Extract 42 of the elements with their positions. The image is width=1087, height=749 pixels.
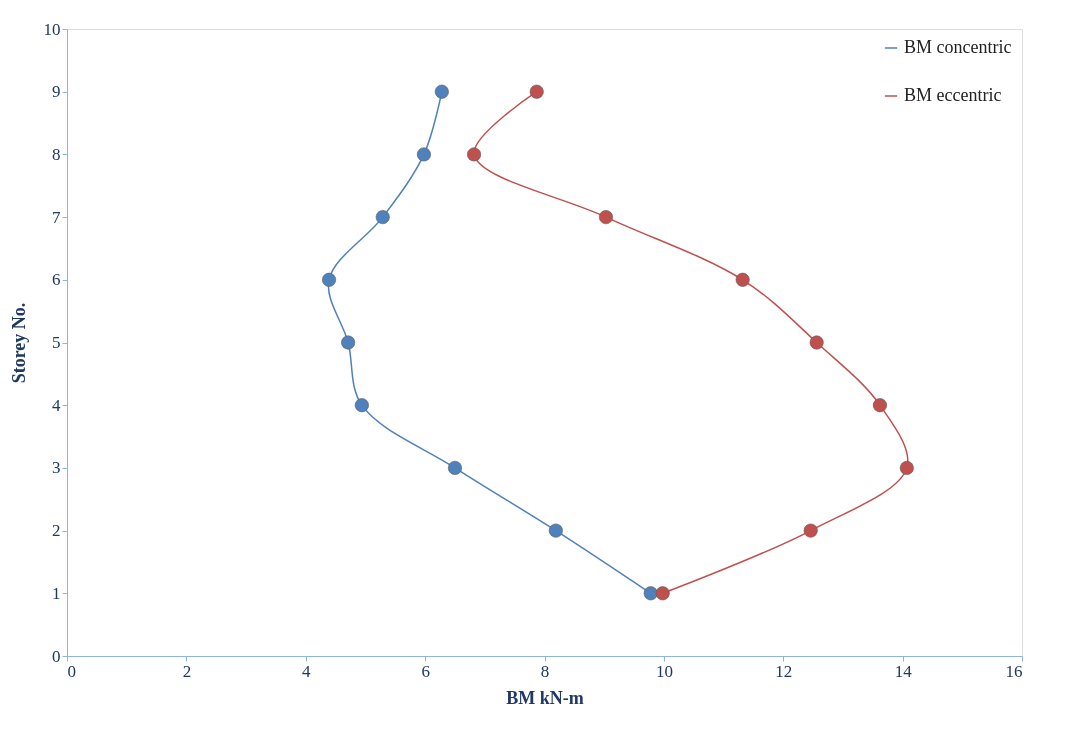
point xyxy=(341,335,356,350)
point xyxy=(803,523,818,538)
point xyxy=(434,84,449,99)
point xyxy=(643,586,658,601)
x-tick-label: 12 xyxy=(775,661,793,681)
legend-label: BM eccentric xyxy=(904,85,1002,105)
point xyxy=(598,210,613,225)
point xyxy=(467,147,482,162)
y-tick-label: 0 xyxy=(52,646,61,666)
point xyxy=(529,84,544,99)
point xyxy=(899,460,914,475)
point xyxy=(322,272,337,287)
x-axis-title: BM kN-m xyxy=(506,687,584,708)
x-tick-label: 6 xyxy=(421,661,430,681)
point xyxy=(416,147,431,162)
y-tick-label: 9 xyxy=(52,82,61,102)
x-tick-label: 16 xyxy=(1005,661,1023,681)
x-tick-label: 4 xyxy=(302,661,311,681)
x-tick-label: 14 xyxy=(894,661,913,681)
point xyxy=(655,586,670,601)
x-tick-label: 0 xyxy=(67,661,76,681)
y-tick-label: 5 xyxy=(52,333,61,352)
y-tick-label: 10 xyxy=(43,19,61,39)
point xyxy=(548,523,563,538)
point xyxy=(375,210,390,225)
legend-label: BM concentric xyxy=(904,37,1012,57)
x-tick-label: 8 xyxy=(540,661,550,681)
point xyxy=(809,335,824,350)
y-tick-label: 7 xyxy=(52,207,61,227)
y-tick-label: 3 xyxy=(52,458,61,478)
x-tick-label: 10 xyxy=(655,661,673,681)
point xyxy=(735,272,750,287)
point xyxy=(447,460,462,475)
point xyxy=(872,398,887,413)
x-tick-label: 2 xyxy=(182,661,192,681)
y-tick-label: 1 xyxy=(52,583,61,603)
point xyxy=(354,398,369,413)
y-axis-title: Storey No. xyxy=(8,302,29,384)
y-tick-label: 6 xyxy=(52,270,61,290)
y-tick-label: 2 xyxy=(52,521,61,541)
y-tick-label: 4 xyxy=(52,395,61,415)
y-tick-label: 8 xyxy=(52,144,61,164)
